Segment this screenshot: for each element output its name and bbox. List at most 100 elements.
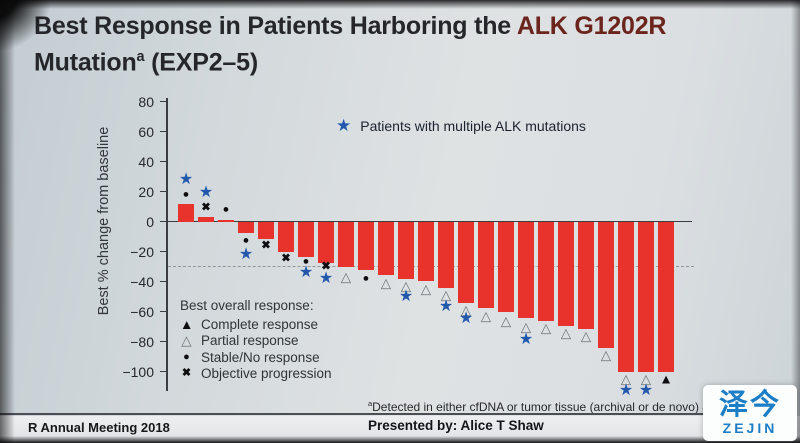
patient-bar [358,222,374,271]
y-axis-tick [160,340,167,343]
y-axis-tick [160,160,167,163]
patient-bar [298,222,314,257]
patient-bar [478,222,494,308]
star-icon: ★ [336,116,352,135]
footer-divider [0,413,720,415]
zejin-logo-chinese: 泽今 [718,388,781,421]
legend-item-complete: ▲ Complete response [180,316,332,333]
y-axis-tick [160,310,167,313]
response-marker-stable-icon: ● [222,203,230,215]
slide-title-line2: Mutationa (EXP2–5) [34,42,666,78]
patient-bar [658,222,674,373]
legend-item-label: Partial response [201,333,299,349]
slide-title: Best Response in Patients Harboring the … [34,11,666,78]
star-legend: ★ Patients with multiple ALK mutations [336,117,586,134]
y-axis-tick [160,220,167,223]
response-marker-progression-icon: ✖ [201,201,211,214]
multiple-alk-mutations-star-icon: ★ [178,170,194,188]
response-marker-progression-icon: ✖ [281,252,291,265]
multiple-alk-mutations-star-icon: ★ [238,245,254,263]
patient-bar [538,222,554,322]
patient-bar [438,222,454,289]
progression-response-icon: ✖ [181,367,192,380]
multiple-alk-mutations-star-icon: ★ [618,382,634,399]
title-mutation-word: Mutation [34,48,137,77]
y-tick-label: 40 [138,153,154,170]
best-response-legend: Best overall response: ▲ Complete respon… [180,298,332,382]
legend-item-partial: △ Partial response [180,333,332,350]
patient-bar [338,222,354,268]
title-cohort: (EXP2–5) [144,48,258,77]
multiple-alk-mutations-star-icon: ★ [198,184,214,201]
response-marker-partial-icon: △ [600,347,612,363]
stable-response-icon: ● [183,350,190,363]
slide-title-line1: Best Response in Patients Harboring the … [34,11,666,42]
y-tick-label: 60 [138,123,154,140]
legend-title: Best overall response: [180,298,314,313]
y-axis-tick [160,370,167,373]
legend-item-label: Stable/No response [201,349,320,365]
patient-bar [418,222,434,281]
patient-bar [398,222,414,280]
patient-bar [178,203,194,222]
y-axis-tick [160,130,167,133]
patient-bar [458,222,474,304]
y-tick-label: 0 [146,213,154,230]
response-marker-partial-icon: △ [560,324,572,340]
response-marker-partial-icon: △ [580,327,592,343]
multiple-alk-mutations-star-icon: ★ [318,269,334,287]
y-tick-label: 80 [138,93,154,110]
multiple-alk-mutations-star-icon: ★ [438,298,454,315]
patient-bar [218,220,234,222]
multiple-alk-mutations-star-icon: ★ [638,382,654,399]
title-gene-highlight: ALK G1202R [516,12,667,40]
multiple-alk-mutations-star-icon: ★ [298,263,314,281]
legend-item-label: Complete response [201,316,319,332]
response-marker-partial-icon: △ [540,320,552,336]
response-marker-partial-icon: △ [420,281,432,297]
patient-bar [638,222,654,373]
response-marker-partial-icon: △ [380,275,392,291]
multiple-alk-mutations-star-icon: ★ [458,310,474,327]
response-marker-stable-icon: ● [182,188,190,200]
response-marker-partial-icon: △ [480,308,492,324]
multiple-alk-mutations-star-icon: ★ [518,331,534,348]
y-tick-label: −40 [130,273,154,290]
footnote-text: Detected in either cfDNA or tumor tissue… [372,400,716,414]
patient-bar [558,222,574,326]
y-axis-tick [160,190,167,193]
response-marker-complete-icon: ▲ [659,371,673,387]
y-axis-line [166,98,168,391]
y-tick-label: −100 [122,363,154,380]
response-marker-progression-icon: ✖ [261,239,271,251]
patient-bar [278,222,294,253]
zejin-logo-latin: ZEJIN [722,419,778,436]
star-legend-label: Patients with multiple ALK mutations [360,117,586,134]
y-tick-label: −20 [130,243,154,260]
title-text: Best Response in Patients Harboring the [34,12,517,40]
zejin-logo: 泽今 ZEJIN [703,385,797,441]
response-marker-partial-icon: △ [340,269,352,285]
response-marker-stable-icon: ● [362,272,370,284]
legend-item-stable: ● Stable/No response [180,349,332,366]
patient-bar [498,222,514,313]
patient-bar [578,222,594,329]
patient-bar [598,222,614,349]
presented-by-label: Presented by: Alice T Shaw [368,418,544,433]
complete-response-icon: ▲ [180,316,194,332]
patient-bar [518,222,534,319]
y-tick-label: −60 [130,303,154,320]
legend-item-label: Objective progression [201,366,332,382]
legend-item-progression: ✖ Objective progression [180,366,332,383]
patient-bar [378,222,394,275]
patient-bar [198,217,214,222]
y-axis-tick [160,100,167,103]
multiple-alk-mutations-star-icon: ★ [398,287,414,305]
y-axis-tick [160,250,167,253]
patient-bar [238,222,254,233]
meeting-label: R Annual Meeting 2018 [28,420,170,435]
y-tick-label: −80 [130,333,154,350]
y-axis-tick [160,280,167,283]
y-tick-label: 20 [138,183,154,200]
